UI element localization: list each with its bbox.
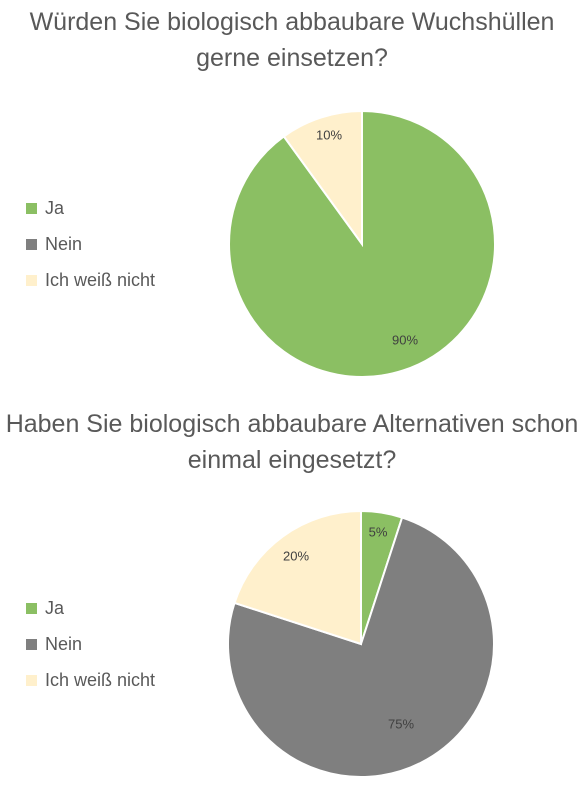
legend-label-nein: Nein	[45, 633, 83, 654]
data-label-ja: 90%	[392, 332, 418, 347]
pie-slice-ich-weiss-nicht	[282, 109, 363, 248]
chart-title-line-2: gerne einsetzen?	[196, 44, 388, 72]
legend-item-ich-weiss-nicht: Ich weiß nicht	[26, 662, 155, 698]
legend-label-nein: Nein	[45, 233, 83, 254]
legend-swatch-nein	[26, 238, 37, 250]
legend-item-ja: Ja	[26, 190, 155, 226]
legend-item-ich-weiss-nicht: Ich weiß nicht	[26, 262, 155, 298]
legend-item-ja: Ja	[26, 590, 155, 626]
chart-title-line-2: einmal eingesetzt?	[187, 446, 397, 474]
legend-label-ich-weiss-nicht: Ich weiß nicht	[45, 669, 156, 690]
data-label-ich-weiss-nicht: 20%	[283, 548, 309, 563]
pie-slice-nein	[227, 516, 495, 778]
legend-item-nein: Nein	[26, 626, 155, 662]
data-label-nein: 75%	[388, 716, 414, 731]
legend-label-ich-weiss-nicht: Ich weiß nicht	[45, 269, 156, 290]
pie-slice-ja	[228, 109, 496, 378]
pie-slice-ich-weiss-nicht	[233, 509, 362, 646]
pie-plot-area: 90% 10%	[228, 109, 496, 378]
legend-swatch-ich-weiss-nicht	[26, 274, 37, 286]
legend-label-ja: Ja	[45, 597, 65, 618]
chart-title-line-1: Würden Sie biologisch abbaubare Wuchshül…	[29, 8, 555, 36]
legend-swatch-ja	[26, 202, 37, 214]
data-label-ich-weiss-nicht: 10%	[316, 127, 342, 142]
chart-title-line-1: Haben Sie biologisch abbaubare Alternati…	[5, 410, 579, 438]
legend-item-nein: Nein	[26, 226, 155, 262]
legend-swatch-ja	[26, 602, 37, 614]
chart-legend: Ja Nein Ich weiß nicht	[26, 590, 155, 698]
legend-swatch-ich-weiss-nicht	[26, 674, 37, 686]
legend-swatch-nein	[26, 638, 37, 650]
pie-chart-alternativen: Haben Sie biologisch abbaubare Alternati…	[0, 402, 584, 790]
chart-legend: Ja Nein Ich weiß nicht	[26, 190, 155, 298]
pie-plot-area: 5% 75% 20%	[227, 509, 495, 778]
pie-chart-wuchshuellen: Würden Sie biologisch abbaubare Wuchshül…	[26, 8, 555, 378]
legend-label-ja: Ja	[45, 197, 65, 218]
data-label-ja: 5%	[369, 524, 388, 539]
